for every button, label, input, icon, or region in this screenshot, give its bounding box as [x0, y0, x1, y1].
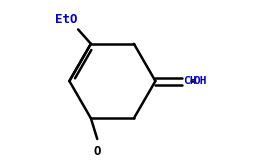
Text: CH: CH	[183, 76, 197, 86]
Text: O: O	[94, 145, 101, 158]
Text: EtO: EtO	[55, 13, 77, 26]
Text: OH: OH	[193, 76, 207, 86]
